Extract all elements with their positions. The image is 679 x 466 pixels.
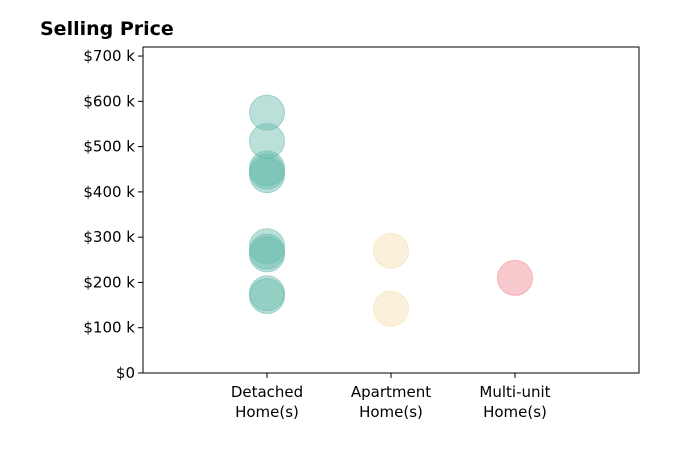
data-point — [249, 236, 285, 273]
marks-layer — [249, 94, 533, 327]
x-tick-label: Detached Home(s) — [231, 383, 303, 421]
x-tick-label-line: Multi-unit — [479, 383, 550, 401]
y-tick-label: $200 k — [83, 273, 135, 291]
data-point — [249, 94, 285, 131]
data-point — [249, 157, 285, 194]
data-point — [373, 232, 409, 269]
y-tick-label: $600 k — [83, 92, 135, 110]
x-tick-label-line: Detached — [231, 383, 303, 401]
data-point — [249, 228, 285, 265]
data-point — [249, 278, 285, 315]
x-tick-label: Apartment Home(s) — [351, 383, 431, 421]
y-tick-label: $100 k — [83, 319, 135, 337]
y-tick-label: $0 — [116, 364, 135, 382]
x-tick-label-line: Apartment — [351, 383, 431, 401]
series-2 — [497, 259, 533, 296]
series-1 — [373, 232, 409, 327]
y-tick-label: $400 k — [83, 183, 135, 201]
data-point — [249, 123, 285, 160]
x-tick-label-line: Home(s) — [483, 403, 547, 421]
chart-title: Selling Price — [40, 18, 174, 40]
y-tick-label: $300 k — [83, 228, 135, 246]
y-axis: $0 $100 k $200 k $300 k $400 k $500 k $600 k $7… — [83, 47, 143, 382]
data-point — [373, 290, 409, 327]
x-tick-label-line: Home(s) — [359, 403, 423, 421]
x-tick-label-line: Home(s) — [235, 403, 299, 421]
x-tick-label: Multi-unit Home(s) — [479, 383, 550, 421]
y-tick-label: $500 k — [83, 138, 135, 156]
data-point — [497, 259, 533, 296]
y-tick-label: $700 k — [83, 47, 135, 65]
series-0 — [249, 94, 285, 315]
x-axis: Detached Home(s)Apartment Home(s)Multi-uni… — [231, 373, 551, 421]
